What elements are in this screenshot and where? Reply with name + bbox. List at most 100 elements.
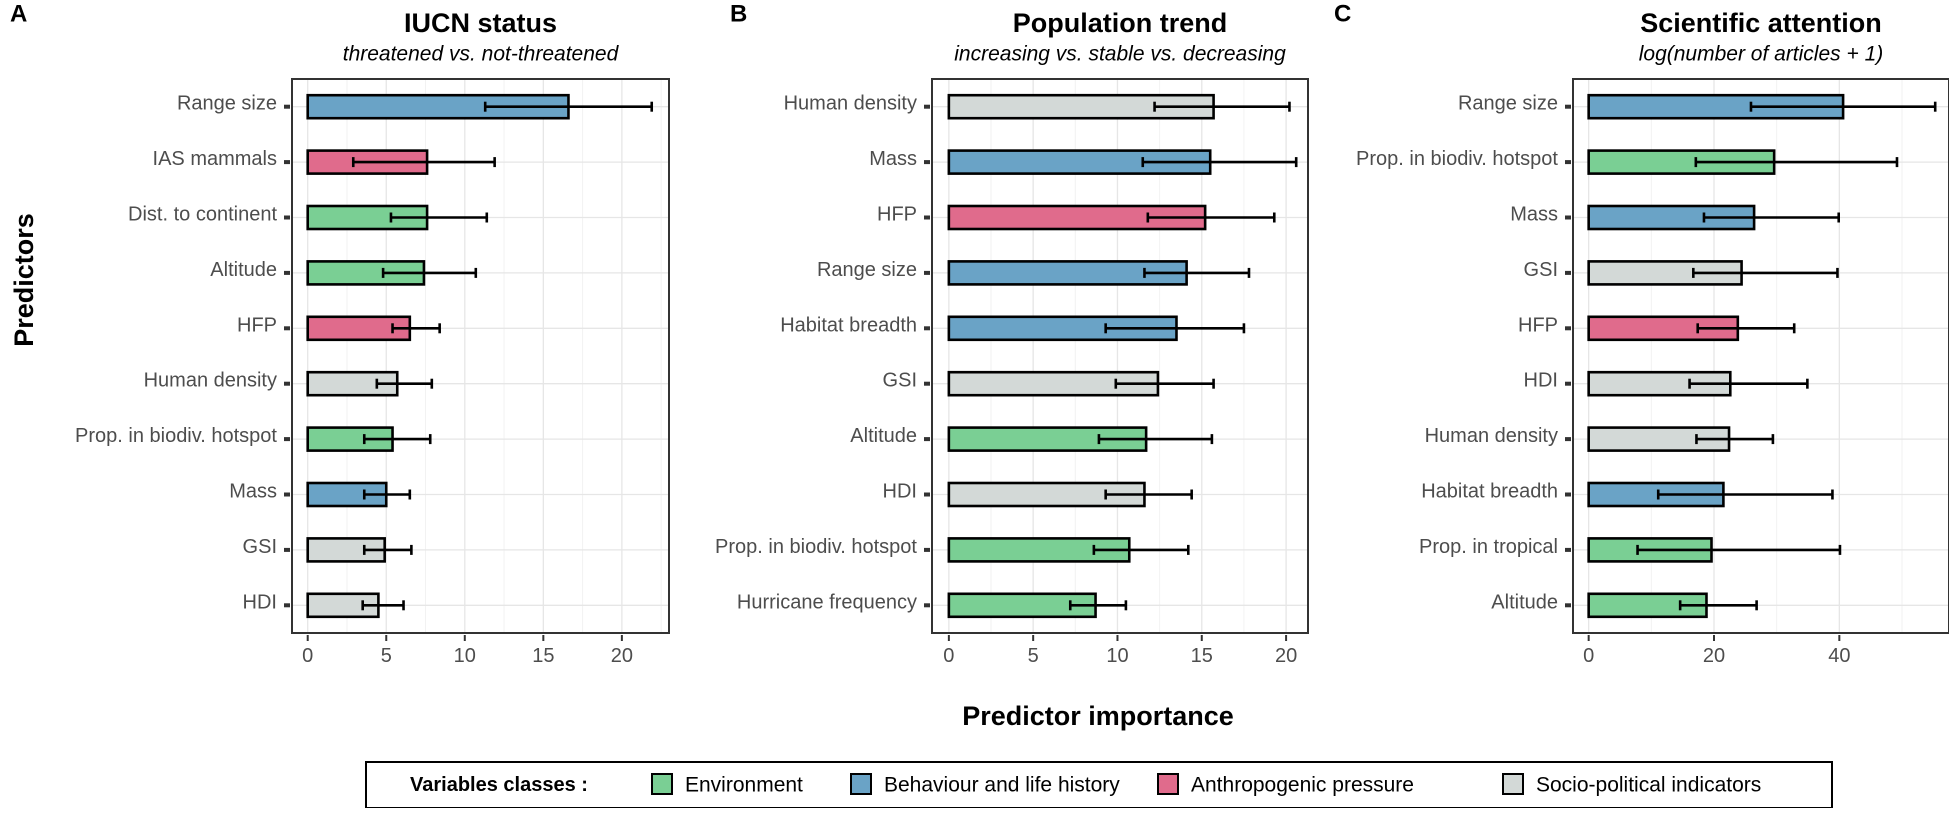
error-bar (1092, 544, 1190, 555)
panel-b: Human density Mass HFP Range size Habitat br… (715, 1, 1309, 667)
bar-row: Human density (784, 93, 1291, 120)
bar-row: GSI (243, 536, 413, 563)
error-bar (389, 212, 489, 223)
legend-swatch (850, 773, 872, 795)
x-tick-label: 20 (1275, 645, 1297, 667)
error-bar (1688, 378, 1809, 389)
error-bar (351, 157, 496, 168)
category-label: IAS mammals (153, 148, 277, 170)
legend-swatch (1502, 773, 1524, 795)
bar-row: Human density (1425, 425, 1775, 452)
category-label: HFP (237, 314, 277, 336)
error-bar (362, 434, 432, 445)
category-label: Range size (1458, 93, 1558, 115)
bar-row: Human density (144, 370, 434, 397)
bar-row: Prop. in tropical (1419, 536, 1842, 563)
category-label: Mass (1510, 204, 1558, 226)
error-bar (1696, 323, 1796, 334)
error-bar (391, 323, 441, 334)
bar-row: GSI (1524, 259, 1839, 286)
error-bar (1141, 157, 1298, 168)
category-label: HDI (1524, 370, 1558, 392)
legend-item-anth: Anthropogenic pressure (1157, 773, 1414, 797)
plot-border (931, 78, 1309, 634)
category-label: GSI (1524, 259, 1558, 281)
bar-row: HDI (243, 591, 405, 619)
bar-row: Range size (177, 93, 654, 120)
error-bar (361, 600, 405, 611)
panel-subtitle: log(number of articles + 1) (1639, 43, 1884, 66)
category-label: Altitude (210, 259, 277, 281)
x-axis-title: Predictor importance (962, 701, 1234, 731)
error-bar (1678, 600, 1758, 611)
category-label: Altitude (1491, 591, 1558, 613)
panel-letter: A (10, 1, 27, 28)
y-axis-title: Predictors (9, 213, 39, 347)
bar-row: Prop. in biodiv. hotspot (1356, 148, 1899, 175)
legend-item-env: Environment (651, 773, 803, 797)
error-bar (1656, 489, 1834, 500)
error-bar (1104, 323, 1246, 334)
category-label: Prop. in biodiv. hotspot (1356, 148, 1558, 170)
x-tick-label: 20 (611, 645, 633, 667)
legend: Variables classes : Environment Behaviour… (365, 761, 1833, 809)
error-bar (1695, 434, 1775, 445)
category-label: Human density (784, 93, 917, 115)
x-tick-label: 10 (1106, 645, 1128, 667)
error-bar (1153, 101, 1291, 112)
bar-row: Hurricane frequency (737, 591, 1128, 619)
legend-title: Variables classes : (410, 774, 588, 796)
panel-letter: C (1334, 1, 1351, 28)
panel-letter: B (730, 1, 747, 28)
category-label: HDI (883, 481, 917, 503)
category-label: Mass (229, 481, 277, 503)
error-bar (1097, 434, 1214, 445)
plot-border (291, 78, 670, 634)
x-tick-label: 5 (381, 645, 392, 667)
bar-row: Altitude (210, 259, 478, 286)
category-label: Human density (144, 370, 277, 392)
legend-label: Behaviour and life history (884, 774, 1120, 797)
bar-row: Habitat breadth (780, 314, 1246, 342)
category-label: Range size (177, 93, 277, 115)
category-label: Prop. in biodiv. hotspot (715, 536, 917, 558)
error-bar (1143, 267, 1251, 278)
x-tick-label: 0 (302, 645, 313, 667)
category-label: Altitude (850, 425, 917, 447)
legend-swatch (1157, 773, 1179, 795)
legend-items: Environment Behaviour and life history Ant… (651, 773, 1761, 797)
category-label: GSI (883, 370, 917, 392)
error-bar (381, 267, 478, 278)
category-label: Mass (869, 148, 917, 170)
legend-item-soc: Socio-political indicators (1502, 773, 1761, 797)
error-bar (1068, 600, 1128, 611)
bar-row: HFP (237, 314, 441, 342)
error-bar (375, 378, 434, 389)
bar-row: Mass (1510, 204, 1841, 231)
bar-row: HDI (1524, 370, 1809, 397)
category-label: GSI (243, 536, 277, 558)
bar-row: HFP (877, 204, 1276, 231)
x-tick-label: 20 (1703, 645, 1725, 667)
x-tick-label: 0 (1583, 645, 1594, 667)
category-label: Habitat breadth (780, 314, 917, 336)
bar-row: Mass (869, 148, 1298, 175)
error-bar (1104, 489, 1193, 500)
bar-row: IAS mammals (153, 148, 496, 175)
category-label: Range size (817, 259, 917, 281)
legend-item-beh: Behaviour and life history (850, 773, 1120, 797)
bar-row: Altitude (1491, 591, 1758, 619)
x-tick-label: 15 (1191, 645, 1213, 667)
error-bar (362, 544, 413, 555)
bar-row: HFP (1518, 314, 1796, 342)
panel-title: Scientific attention (1640, 8, 1882, 38)
error-bar (1692, 267, 1839, 278)
category-label: HFP (1518, 314, 1558, 336)
error-bar (1636, 544, 1842, 555)
bar-row: Prop. in biodiv. hotspot (715, 536, 1190, 563)
category-label: Prop. in tropical (1419, 536, 1558, 558)
legend-label: Socio-political indicators (1536, 774, 1761, 797)
bar-row: Dist. to continent (128, 204, 489, 231)
panel-title: IUCN status (404, 8, 557, 38)
